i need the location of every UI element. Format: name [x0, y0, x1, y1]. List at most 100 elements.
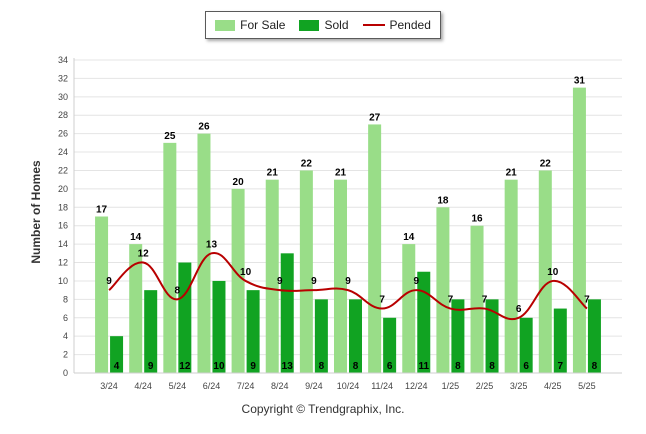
data-label-for-sale: 21 [267, 168, 279, 179]
y-axis-title: Number of Homes [29, 160, 43, 264]
data-label-sold: 9 [250, 361, 256, 372]
data-label-pended: 9 [413, 276, 419, 287]
x-axis: 3/24 4/24 5/24 6/24 7/24 8/24 9/24 10/24 11/24 12… [74, 372, 622, 391]
data-label-pended: 9 [345, 276, 351, 287]
y-tick-label: 32 [58, 73, 68, 83]
legend-label-pended: Pended [389, 18, 431, 32]
data-label-for-sale: 25 [164, 131, 176, 142]
data-label-sold: 8 [592, 361, 598, 372]
x-tick-label: 11/24 [371, 381, 393, 391]
x-tick-label: 9/24 [305, 381, 323, 391]
bar-sold [519, 317, 533, 373]
legend-label-for-sale: For Sale [240, 18, 286, 32]
pended-line [108, 252, 588, 321]
pended-line-group [108, 252, 588, 321]
bar-for-sale [231, 188, 245, 373]
data-label-for-sale: 22 [540, 158, 552, 169]
x-tick-label: 5/25 [578, 381, 596, 391]
y-tick-label: 8 [63, 294, 68, 304]
bar-for-sale [265, 179, 279, 373]
data-label-sold: 9 [148, 361, 154, 372]
data-label-pended: 9 [277, 276, 283, 287]
legend: For Sale Sold Pended [205, 11, 441, 39]
y-tick-label: 22 [58, 165, 68, 175]
x-tick-label: 5/24 [169, 381, 187, 391]
data-label-pended: 7 [448, 295, 454, 306]
legend-item-pended: Pended [362, 18, 431, 32]
y-tick-label: 2 [63, 350, 68, 360]
x-tick-label: 6/24 [203, 381, 221, 391]
bar-sold [110, 336, 124, 373]
data-label-for-sale: 14 [403, 232, 415, 243]
legend-item-sold: Sold [299, 18, 349, 32]
data-label-for-sale: 16 [471, 214, 483, 225]
bar-sold [587, 299, 601, 373]
data-label-sold: 6 [523, 361, 529, 372]
data-label-for-sale: 21 [506, 168, 518, 179]
legend-swatch-for-sale [215, 19, 236, 31]
data-label-for-sale: 21 [335, 168, 347, 179]
bar-sold [485, 299, 499, 373]
bar-sold [314, 299, 328, 373]
y-tick-label: 0 [63, 368, 68, 378]
data-label-for-sale: 14 [130, 232, 142, 243]
y-tick-label: 10 [58, 276, 68, 286]
legend-item-for-sale: For Sale [215, 18, 285, 32]
data-label-pended: 10 [547, 267, 559, 278]
data-label-for-sale: 27 [369, 112, 381, 123]
y-tick-label: 24 [58, 147, 68, 157]
data-label-for-sale: 20 [233, 177, 245, 188]
y-tick-label: 34 [58, 55, 68, 65]
y-tick-label: 12 [58, 258, 68, 268]
legend-swatch-sold [299, 19, 320, 31]
data-label-pended: 7 [379, 295, 385, 306]
y-tick-label: 16 [58, 221, 68, 231]
data-label-pended: 7 [482, 295, 488, 306]
bar-for-sale [129, 244, 143, 373]
bar-sold [280, 253, 294, 373]
bar-sold [349, 299, 362, 373]
x-tick-label: 10/24 [337, 381, 360, 391]
bar-sold [383, 317, 397, 373]
y-tick-label: 14 [58, 239, 68, 249]
bar-sold [178, 262, 192, 373]
data-label-sold: 12 [179, 361, 191, 372]
x-tick-label: 3/25 [510, 381, 528, 391]
bar-for-sale [368, 124, 382, 373]
bar-for-sale [402, 244, 416, 373]
data-label-pended: 9 [106, 276, 112, 287]
x-tick-label: 1/25 [442, 381, 460, 391]
x-tick-label: 8/24 [271, 381, 289, 391]
bar-for-sale [163, 142, 177, 373]
bar-sold [212, 280, 226, 373]
y-tick-label: 4 [63, 331, 68, 341]
data-label-sold: 8 [353, 361, 359, 372]
legend-label-sold: Sold [324, 18, 349, 32]
y-tick-label: 20 [58, 184, 68, 194]
legend-swatch-pended [362, 24, 385, 26]
data-label-sold: 6 [387, 361, 393, 372]
bar-for-sale [334, 179, 347, 373]
bar-sold [144, 290, 158, 373]
data-label-for-sale: 26 [198, 122, 210, 133]
x-tick-label: 3/24 [100, 381, 118, 391]
y-tick-label: 26 [58, 129, 68, 139]
bar-for-sale [504, 179, 518, 373]
x-tick-label: 2/25 [476, 381, 494, 391]
copyright-footer: Copyright © Trendgraphix, Inc. [241, 402, 405, 416]
data-label-sold: 13 [282, 361, 294, 372]
bars [95, 87, 601, 373]
data-label-for-sale: 31 [574, 76, 586, 87]
data-label-sold: 10 [213, 361, 225, 372]
bar-for-sale [470, 225, 484, 373]
data-label-pended: 7 [584, 295, 590, 306]
x-tick-label: 12/24 [405, 381, 428, 391]
data-label-sold: 11 [418, 361, 429, 372]
y-tick-label: 28 [58, 110, 68, 120]
bar-for-sale [299, 170, 313, 373]
bar-for-sale [436, 207, 450, 373]
bar-sold [417, 271, 431, 373]
bar-for-sale [538, 170, 552, 373]
x-tick-label: 7/24 [237, 381, 255, 391]
